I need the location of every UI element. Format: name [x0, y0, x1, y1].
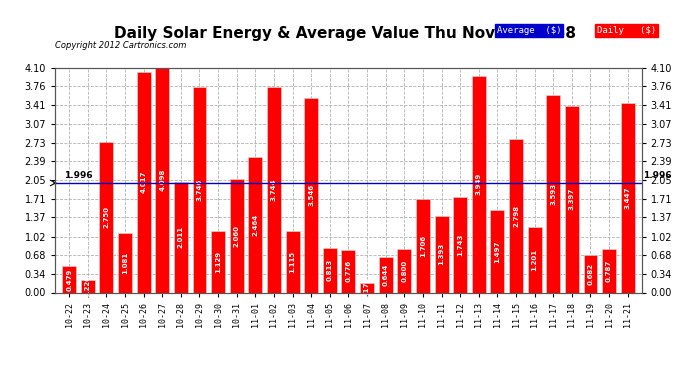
Text: 1.115: 1.115 [290, 251, 295, 273]
Bar [267, 87, 281, 292]
Bar [137, 72, 150, 292]
Text: 0.172: 0.172 [364, 277, 370, 299]
Text: 1.393: 1.393 [439, 243, 444, 266]
Bar [248, 157, 262, 292]
Text: 3.949: 3.949 [476, 173, 482, 195]
Text: 1.996: 1.996 [63, 171, 92, 180]
Text: 0.787: 0.787 [606, 260, 612, 282]
Bar [546, 95, 560, 292]
Bar [118, 233, 132, 292]
Text: 0.800: 0.800 [402, 260, 407, 282]
Bar [379, 257, 393, 292]
Bar [342, 250, 355, 292]
Text: 0.226: 0.226 [85, 275, 91, 297]
Bar [509, 139, 523, 292]
Text: 1.743: 1.743 [457, 234, 463, 256]
Bar [360, 283, 374, 292]
Text: 4.017: 4.017 [141, 171, 147, 194]
Bar [584, 255, 598, 292]
Text: Copyright 2012 Cartronics.com: Copyright 2012 Cartronics.com [55, 41, 186, 50]
Bar [211, 231, 225, 292]
Text: 3.746: 3.746 [197, 178, 202, 201]
Text: 1.497: 1.497 [495, 240, 500, 262]
Text: 4.098: 4.098 [159, 169, 166, 191]
Text: 1.081: 1.081 [122, 252, 128, 274]
Text: 1.996: 1.996 [642, 171, 671, 180]
Text: 3.546: 3.546 [308, 184, 314, 206]
Bar [621, 104, 635, 292]
Text: 3.397: 3.397 [569, 188, 575, 210]
Text: Daily Solar Energy & Average Value Thu Nov 22 06:58: Daily Solar Energy & Average Value Thu N… [114, 26, 576, 41]
Bar [304, 98, 318, 292]
Bar [193, 87, 206, 292]
Text: 1.706: 1.706 [420, 235, 426, 257]
Bar [435, 216, 448, 292]
Text: 0.479: 0.479 [66, 268, 72, 291]
Bar [397, 249, 411, 292]
Text: 0.813: 0.813 [327, 259, 333, 281]
Bar [528, 226, 542, 292]
Text: 1.201: 1.201 [531, 249, 538, 271]
Text: 2.464: 2.464 [253, 214, 258, 236]
Text: 0.644: 0.644 [383, 264, 388, 286]
Bar [286, 231, 299, 292]
Bar [230, 180, 244, 292]
Bar [565, 106, 579, 292]
Bar [81, 280, 95, 292]
Bar [472, 76, 486, 292]
Text: 2.011: 2.011 [178, 226, 184, 248]
Bar [155, 68, 169, 292]
Text: Daily   ($): Daily ($) [597, 26, 656, 35]
Text: 2.798: 2.798 [513, 205, 519, 227]
Text: Average  ($): Average ($) [497, 26, 561, 35]
Bar [323, 248, 337, 292]
Text: 1.129: 1.129 [215, 251, 221, 273]
Bar [174, 182, 188, 292]
Bar [491, 210, 504, 292]
Text: 3.744: 3.744 [271, 178, 277, 201]
Text: 0.682: 0.682 [587, 263, 593, 285]
Bar [62, 266, 76, 292]
Bar [602, 249, 616, 292]
Text: 2.060: 2.060 [234, 225, 239, 247]
Text: 3.447: 3.447 [624, 187, 631, 209]
Bar [416, 199, 430, 292]
Bar [453, 197, 467, 292]
Bar [99, 142, 113, 292]
Text: 3.593: 3.593 [550, 183, 556, 205]
Text: 2.750: 2.750 [104, 206, 110, 228]
Text: 0.776: 0.776 [346, 260, 351, 282]
